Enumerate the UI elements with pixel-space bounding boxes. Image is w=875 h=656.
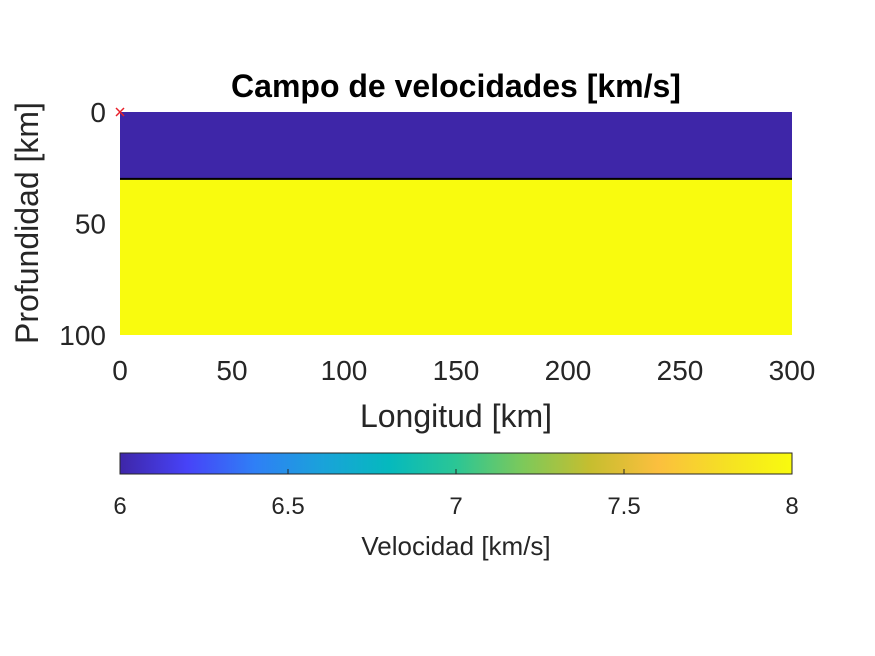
y-tick-label-100: 100 xyxy=(59,320,106,351)
source-marker xyxy=(115,107,125,117)
colorbar-tick-label-7.5: 7.5 xyxy=(607,493,640,520)
y-tick-label-50: 50 xyxy=(75,209,106,240)
colorbar-tick-label-6.5: 6.5 xyxy=(271,493,304,520)
y-tick-label-0: 0 xyxy=(90,97,106,128)
colorbar: 6 6.5 7 7.5 8 xyxy=(113,452,799,520)
y-axis-ticks: 0 50 100 xyxy=(59,97,106,351)
velocity-layer-1 xyxy=(120,112,792,179)
x-tick-label-0: 0 xyxy=(112,355,128,386)
chart-title: Campo de velocidades [km/s] xyxy=(231,68,681,104)
plot-area xyxy=(115,107,792,335)
colorbar-label: Velocidad [km/s] xyxy=(361,531,550,561)
y-axis-label: Profundidad [km] xyxy=(9,102,45,344)
x-tick-label-50: 50 xyxy=(216,355,247,386)
x-tick-label-300: 300 xyxy=(769,355,816,386)
colorbar-tick-label-6: 6 xyxy=(113,493,126,520)
colorbar-tick-label-8: 8 xyxy=(785,493,798,520)
x-tick-label-250: 250 xyxy=(657,355,704,386)
x-axis-ticks: 0 50 100 150 200 250 300 xyxy=(112,355,815,386)
colorbar-tick-label-7: 7 xyxy=(449,493,462,520)
x-tick-label-200: 200 xyxy=(545,355,592,386)
x-tick-label-150: 150 xyxy=(433,355,480,386)
x-tick-label-100: 100 xyxy=(321,355,368,386)
x-axis-label: Longitud [km] xyxy=(360,398,552,434)
velocity-layer-2 xyxy=(120,178,792,335)
source-marker-stroke-2 xyxy=(115,107,125,117)
